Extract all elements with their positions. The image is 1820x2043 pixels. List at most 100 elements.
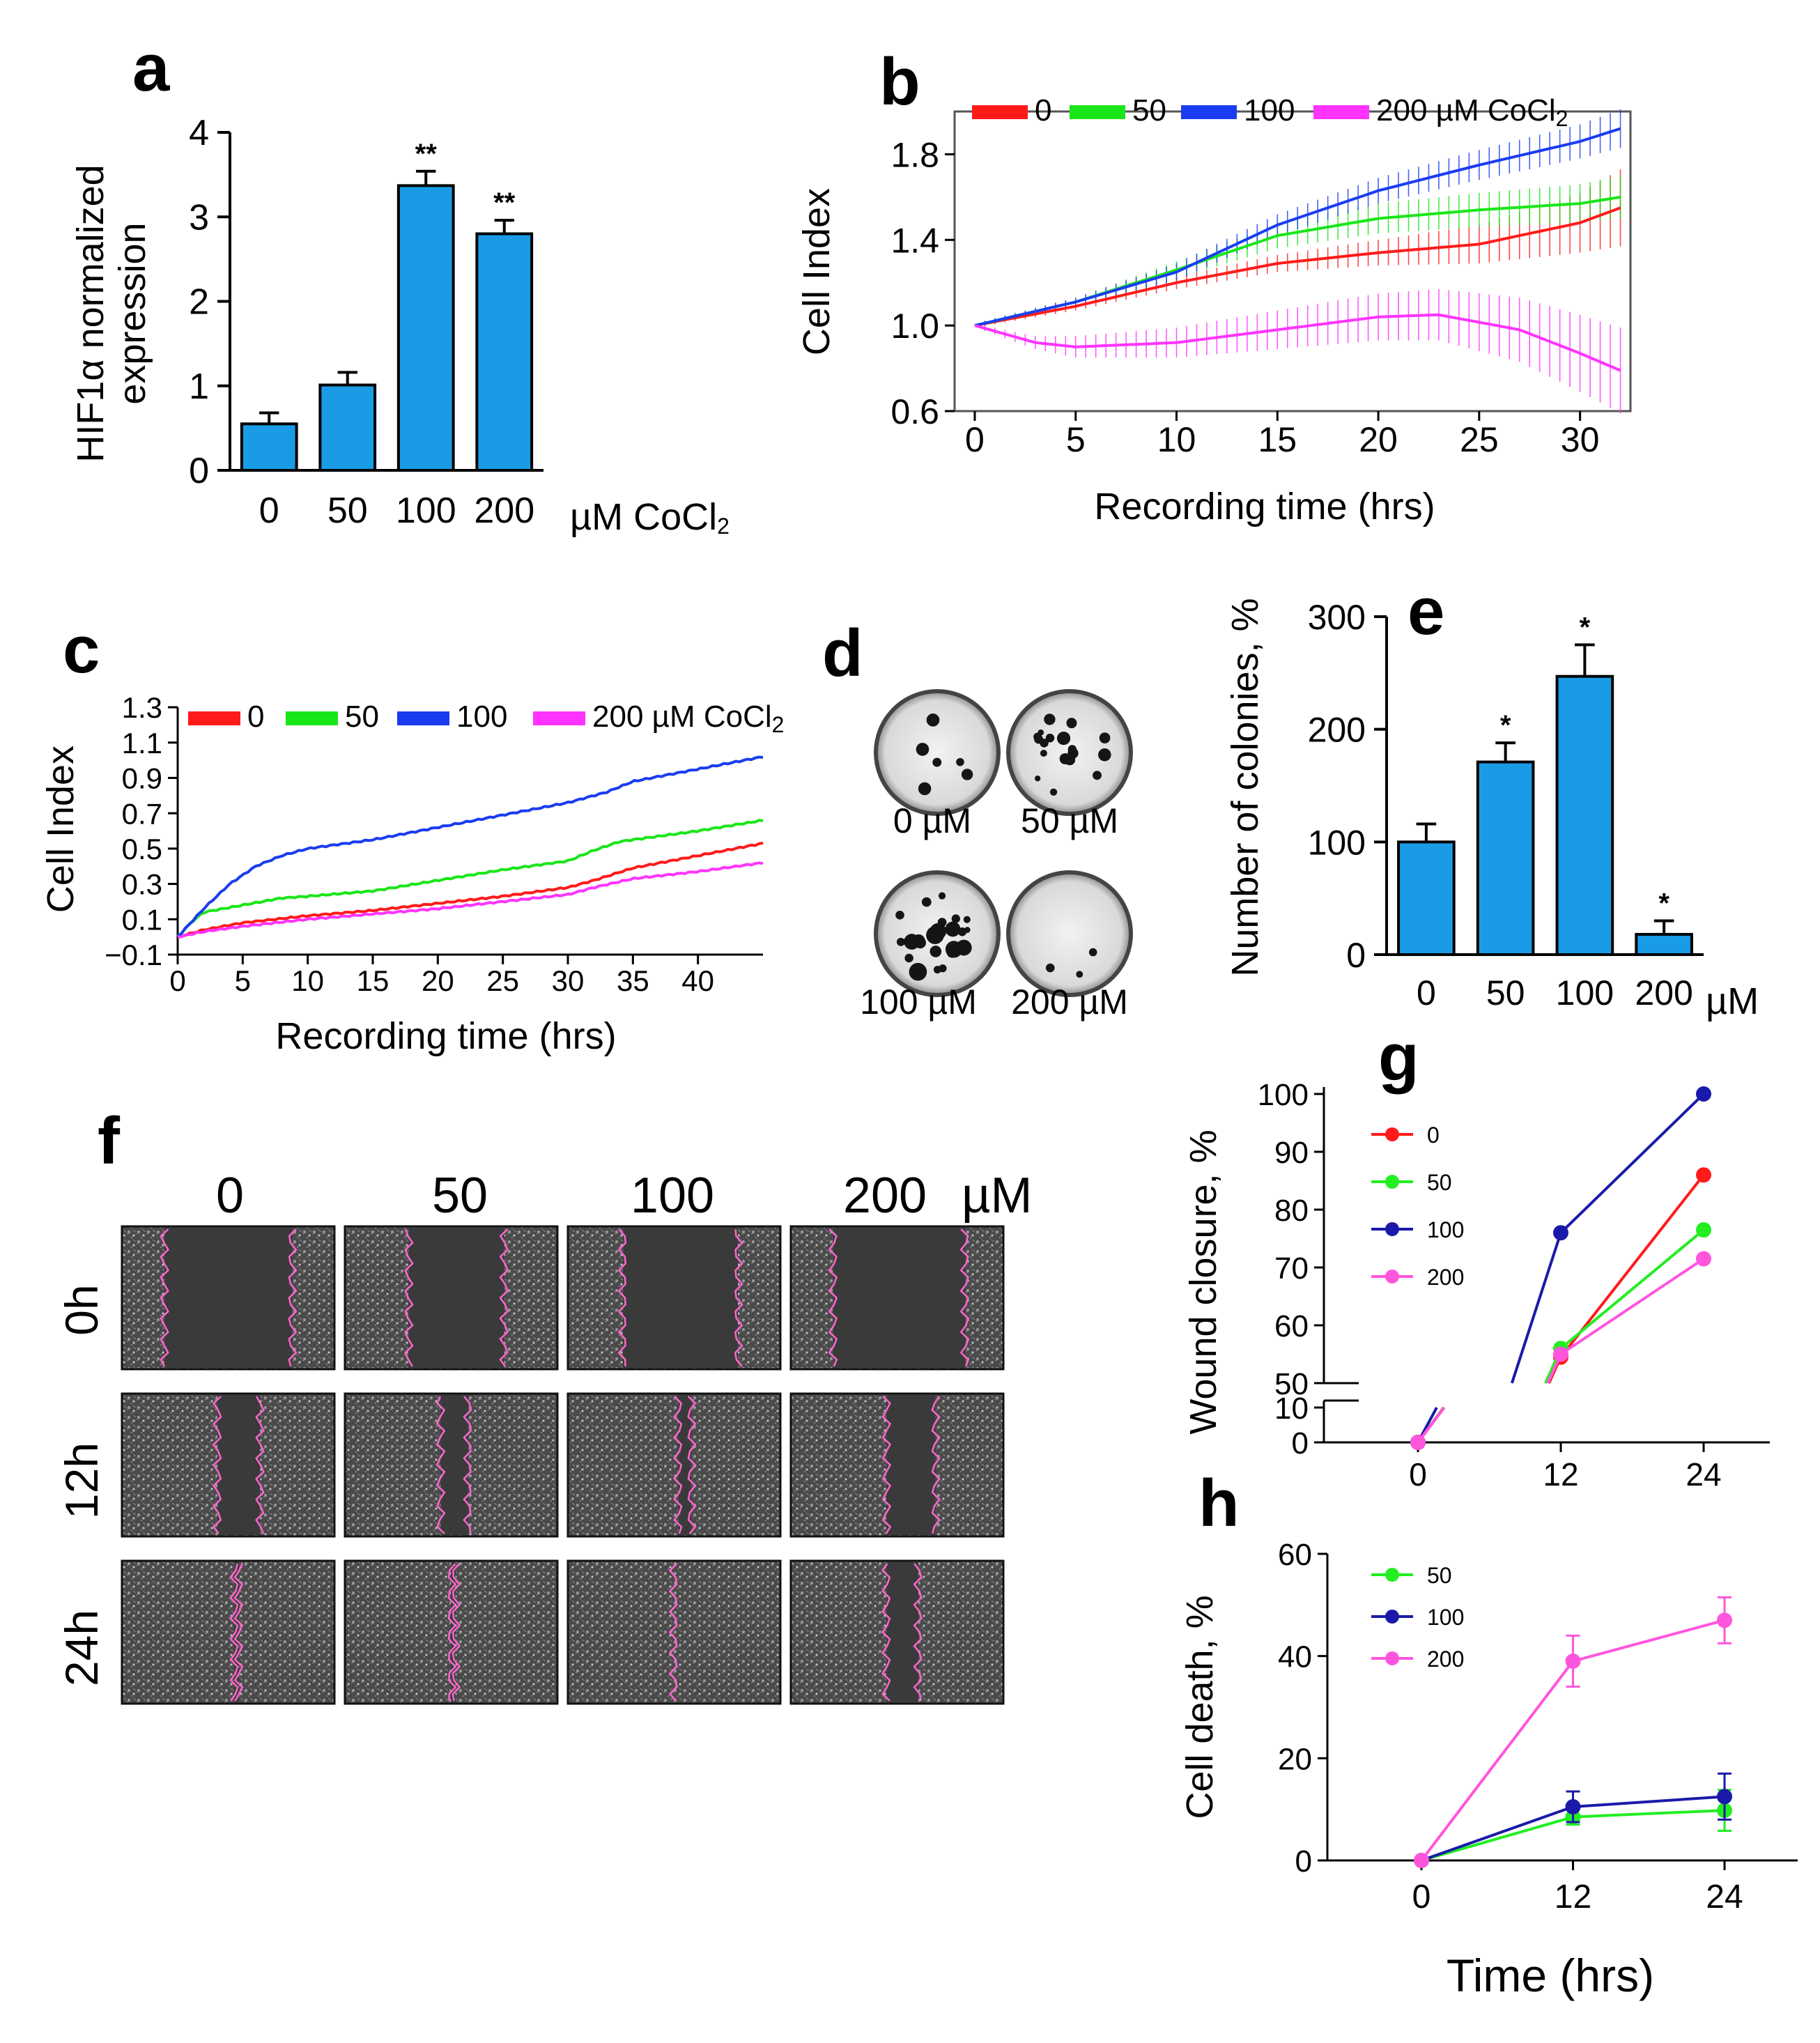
- petri-dish-50: [1006, 689, 1133, 816]
- petri-dish-0: [874, 689, 1001, 816]
- legend-marker-50: [1385, 1568, 1399, 1582]
- error-band-50: [984, 176, 1621, 326]
- x-tick-label: 20: [1359, 420, 1398, 459]
- data-point-100: [1553, 1225, 1568, 1241]
- wound-gap: [886, 1395, 936, 1535]
- wound-edge-trace: [931, 1396, 941, 1534]
- bar-50: [1476, 760, 1535, 957]
- x-tick-label: 25: [1460, 420, 1499, 459]
- data-point-0: [1696, 1167, 1711, 1183]
- y-tick-label: 0.7: [122, 797, 162, 830]
- wound-gap: [408, 1228, 504, 1368]
- y-tick-label: 0.5: [122, 833, 162, 865]
- wound-gap: [833, 1228, 966, 1368]
- dish-label-50: 50 µM: [1021, 801, 1118, 840]
- colony: [1049, 788, 1058, 796]
- panel-a-ylabel-line2: expression: [111, 222, 153, 404]
- category-label: 200: [1635, 973, 1692, 1012]
- wound-edge-trace: [617, 1228, 627, 1366]
- legend-label-0: 0: [1035, 93, 1051, 128]
- y-tick-label: 2: [189, 282, 209, 323]
- panel-letter-a: a: [132, 31, 170, 105]
- colony: [939, 964, 947, 973]
- dish-rim: [1006, 870, 1133, 997]
- wound-image-grid: [121, 1225, 1005, 1705]
- panel-e-unit-label: µM: [1706, 980, 1759, 1022]
- legend-label-50: 50: [1427, 1170, 1452, 1195]
- colony: [1045, 963, 1055, 973]
- panel-b-ylabel: Cell Index: [796, 188, 838, 355]
- bar-100: [1555, 674, 1614, 957]
- wound-image-12h-200: [789, 1392, 1005, 1538]
- y-tick-label: 0.6: [890, 392, 939, 431]
- y-tick-label: −0.1: [105, 939, 162, 971]
- panel-e-ylabel: Number of colonies, %: [1224, 598, 1266, 976]
- x-tick-label: 0: [965, 420, 985, 459]
- category-label: 200: [474, 491, 534, 531]
- legend-swatch-100: [397, 711, 449, 725]
- panel-e: e 0 100 200 300 0 50 * 100 * 200 * Number of colon…: [1224, 574, 1759, 1022]
- error-band-0: [984, 169, 1621, 326]
- wound-image-frame: [566, 1559, 782, 1705]
- panel-h: h 0 20 40 60 0 12 24 50 100 200 Cell death, % Tim…: [1179, 1466, 1798, 2001]
- colony: [1034, 734, 1044, 744]
- bar-0: [1397, 840, 1456, 957]
- dish-label-0: 0 µM: [893, 801, 971, 840]
- wound-gap: [234, 1562, 239, 1702]
- y-tick-label: 1.4: [890, 221, 939, 260]
- data-point-200: [1410, 1435, 1426, 1450]
- data-point-200: [1696, 1251, 1711, 1267]
- wound-image-0h-100: [566, 1225, 782, 1371]
- wound-gap: [886, 1562, 918, 1702]
- panel-g-ylabel: Wound closure, %: [1182, 1130, 1224, 1434]
- wound-edge-trace: [828, 1228, 838, 1367]
- wound-gap: [217, 1395, 261, 1535]
- wound-gap: [623, 1228, 738, 1368]
- colony: [956, 757, 964, 766]
- wound-edge-trace: [404, 1228, 414, 1367]
- panel-h-plot: 0 20 40 60 0 12 24 50 100 200: [1278, 1538, 1798, 1915]
- x-tick-label: 20: [422, 964, 454, 997]
- colony: [1040, 749, 1047, 757]
- dish-label-100: 100 µM: [860, 982, 977, 1022]
- legend-marker-200: [1385, 1270, 1399, 1283]
- wound-image-0h-50: [344, 1225, 559, 1371]
- bar-100: [396, 184, 455, 472]
- y-tick-label: 4: [189, 113, 209, 153]
- bar-0: [240, 422, 298, 472]
- series-line-200: [974, 313, 1621, 372]
- x-tick-label: 15: [357, 964, 390, 997]
- series-line-upper-100: [1510, 1093, 1705, 1384]
- colony: [1066, 718, 1077, 729]
- legend-label-0: 0: [1427, 1123, 1440, 1148]
- y-tick-label: 300: [1308, 598, 1366, 637]
- y-tick-label: 40: [1278, 1640, 1312, 1674]
- panel-letter-d: d: [822, 616, 863, 691]
- y-tick-label: 70: [1274, 1251, 1309, 1286]
- colony: [951, 914, 960, 923]
- colony: [926, 926, 944, 944]
- y-tick-label: 100: [1258, 1078, 1309, 1112]
- colony: [918, 782, 932, 796]
- data-point-50: [1696, 1222, 1711, 1238]
- colony: [916, 743, 930, 756]
- x-tick-label: 30: [1561, 420, 1600, 459]
- x-tick-label: 12: [1555, 1879, 1591, 1915]
- panel-e-plot: 0 100 200 300 0 50 * 100 * 200 *: [1308, 598, 1704, 1012]
- data-point-100: [1565, 1799, 1581, 1814]
- y-tick-label: 3: [189, 197, 209, 238]
- y-tick-label: 0.9: [122, 762, 162, 795]
- colony: [932, 757, 942, 767]
- x-tick-label: 40: [681, 964, 714, 997]
- colony: [950, 927, 958, 935]
- legend-swatch-50: [286, 711, 338, 725]
- wound-edge-trace: [288, 1228, 298, 1367]
- wound-edge-trace: [435, 1396, 446, 1534]
- y-tick-label: 1.0: [890, 307, 939, 346]
- x-tick-label: 10: [291, 964, 324, 997]
- category-label: 0: [1417, 973, 1436, 1012]
- wound-edge-trace: [229, 1563, 239, 1702]
- colony: [921, 897, 932, 907]
